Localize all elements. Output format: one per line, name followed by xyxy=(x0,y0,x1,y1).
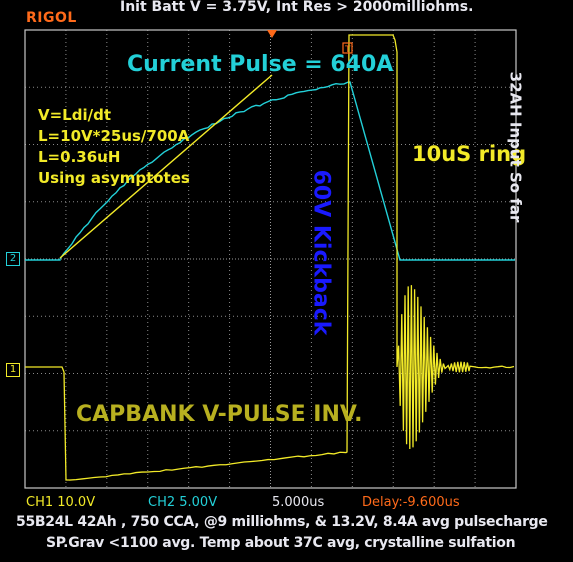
ch1-ground-marker: 1 xyxy=(6,363,20,377)
formula-line-4: Using asymptotes xyxy=(38,168,190,189)
brand-logo: RIGOL xyxy=(26,10,77,26)
current-pulse-annotation: Current Pulse = 640A xyxy=(127,52,393,77)
formula-line-1: V=Ldi/dt xyxy=(38,105,190,126)
page-title: Init Batt V = 3.75V, Int Res > 2000milli… xyxy=(120,0,473,15)
delay-readout: Delay:-9.600us xyxy=(362,495,460,510)
ch2-scale-readout: CH2 5.00V xyxy=(148,495,217,510)
formula-line-3: L=0.36uH xyxy=(38,147,190,168)
kickback-annotation: 60V Kickback xyxy=(308,170,333,336)
caption-line-2: SP.Grav <1100 avg. Temp about 37C avg, c… xyxy=(46,535,515,551)
side-note-annotation: 32AH Input So far xyxy=(506,72,524,223)
trigger-position-marker xyxy=(267,30,277,38)
ch2-ground-marker: 2 xyxy=(6,252,20,266)
timebase-readout: 5.000us xyxy=(272,495,324,510)
ch1-scale-readout: CH1 10.0V xyxy=(26,495,95,510)
ch2-marker-label: 2 xyxy=(10,253,16,264)
ch1-marker-label: 1 xyxy=(10,364,16,375)
caption-line-1: 55B24L 42Ah , 750 CCA, @9 milliohms, & 1… xyxy=(16,514,548,530)
formula-annotation: V=Ldi/dt L=10V*25us/700A L=0.36uH Using … xyxy=(38,105,190,189)
capbank-annotation: CAPBANK V-PULSE INV. xyxy=(76,402,362,427)
formula-line-2: L=10V*25us/700A xyxy=(38,126,190,147)
